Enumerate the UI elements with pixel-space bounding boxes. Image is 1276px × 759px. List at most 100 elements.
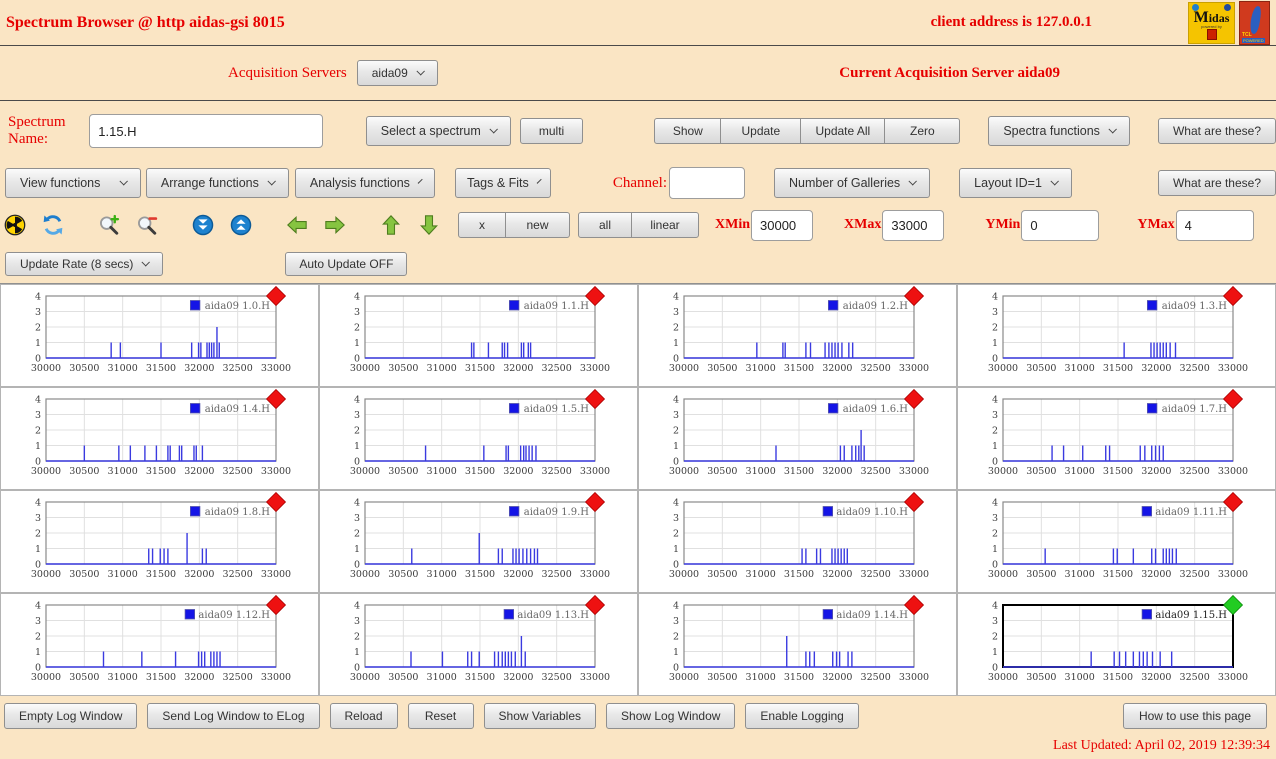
- ymin-label: YMin: [985, 217, 1021, 232]
- gallery-plot-1.12.H[interactable]: 0 1 2 3 4 30000 30500 31000 31500 32000 32500 33000…: [0, 593, 319, 696]
- svg-text:2: 2: [35, 323, 41, 334]
- new-button[interactable]: new: [505, 212, 570, 238]
- svg-text:32000: 32000: [503, 466, 533, 477]
- spectrum-name-input[interactable]: [89, 114, 323, 148]
- svg-text:3: 3: [673, 307, 679, 318]
- gallery-plot-1.8.H[interactable]: 0 1 2 3 4 30000 30500 31000 31500 32000 32500 33000…: [0, 490, 319, 593]
- svg-text:33000: 33000: [899, 569, 929, 580]
- svg-text:30500: 30500: [69, 672, 99, 683]
- chevron-down-icon: [1108, 124, 1117, 134]
- update-button[interactable]: Update: [720, 118, 802, 144]
- gallery-plot-1.10.H[interactable]: 0 1 2 3 4 30000 30500 31000 31500 32000 32500 33000…: [638, 490, 957, 593]
- channel-input[interactable]: [669, 167, 746, 199]
- layout-id-dropdown[interactable]: Layout ID=1: [959, 168, 1072, 198]
- svg-text:31500: 31500: [465, 466, 495, 477]
- svg-text:1: 1: [673, 441, 679, 452]
- all-button[interactable]: all: [578, 212, 632, 238]
- ymax-input[interactable]: [1175, 209, 1254, 241]
- zoom-in-icon[interactable]: [98, 214, 120, 236]
- show-variables-button[interactable]: Show Variables: [483, 703, 597, 729]
- arrow-right-icon[interactable]: [324, 214, 346, 236]
- chevron-down-icon: [416, 66, 425, 76]
- gallery-plot-1.14.H[interactable]: 0 1 2 3 4 30000 30500 31000 31500 32000 32500 33000…: [638, 593, 957, 696]
- gallery-plot-1.6.H[interactable]: 0 1 2 3 4 30000 30500 31000 31500 32000 32500 33000…: [638, 387, 957, 490]
- refresh-icon[interactable]: [42, 214, 64, 236]
- enable-logging-button[interactable]: Enable Logging: [745, 703, 859, 729]
- svg-text:31500: 31500: [146, 466, 176, 477]
- svg-text:1: 1: [354, 544, 360, 555]
- double-arrow-down-icon[interactable]: [192, 214, 214, 236]
- gallery-plot-1.0.H[interactable]: 0 1 2 3 4 30000 30500 31000 31500 32000 32500 33000…: [0, 284, 319, 387]
- svg-text:aida09 1.2.H: aida09 1.2.H: [843, 301, 909, 312]
- arrow-left-icon[interactable]: [286, 214, 308, 236]
- acquisition-server-select[interactable]: aida09: [356, 60, 438, 86]
- xmax-input[interactable]: [882, 209, 945, 241]
- how-to-use-button[interactable]: How to use this page: [1123, 703, 1267, 729]
- svg-text:0: 0: [35, 663, 41, 674]
- what-are-these-button-2[interactable]: What are these?: [1157, 170, 1276, 196]
- gallery-plot-1.5.H[interactable]: 0 1 2 3 4 30000 30500 31000 31500 32000 32500 33000…: [319, 387, 638, 490]
- xmin-input[interactable]: [751, 209, 813, 241]
- show-button[interactable]: Show: [654, 118, 722, 144]
- empty-log-window-button[interactable]: Empty Log Window: [4, 703, 138, 729]
- svg-text:32000: 32000: [1141, 569, 1171, 580]
- chevron-down-icon: [119, 176, 128, 186]
- view-functions-label: View functions: [20, 176, 101, 190]
- svg-text:3: 3: [354, 410, 360, 421]
- gallery-plot-1.13.H[interactable]: 0 1 2 3 4 30000 30500 31000 31500 32000 32500 33000…: [319, 593, 638, 696]
- spectra-functions-dropdown[interactable]: Spectra functions: [988, 116, 1130, 146]
- svg-text:30000: 30000: [988, 672, 1018, 683]
- x-axis-button[interactable]: x: [458, 212, 506, 238]
- arrow-up-icon[interactable]: [380, 214, 402, 236]
- ymin-input[interactable]: [1021, 209, 1100, 241]
- gallery-plot-1.9.H[interactable]: 0 1 2 3 4 30000 30500 31000 31500 32000 32500 33000…: [319, 490, 638, 593]
- svg-text:3: 3: [354, 616, 360, 627]
- select-a-spectrum-dropdown[interactable]: Select a spectrum: [365, 116, 511, 146]
- analysis-functions-dropdown[interactable]: Analysis functions: [294, 168, 435, 198]
- arrow-down-icon[interactable]: [418, 214, 440, 236]
- svg-text:2: 2: [35, 529, 41, 540]
- number-of-galleries-dropdown[interactable]: Number of Galleries: [774, 168, 931, 198]
- update-all-button[interactable]: Update All: [800, 118, 886, 144]
- svg-text:31500: 31500: [465, 363, 495, 374]
- radiation-icon[interactable]: [4, 214, 26, 236]
- view-functions-dropdown[interactable]: View functions: [5, 168, 141, 198]
- svg-text:32000: 32000: [503, 363, 533, 374]
- svg-text:30000: 30000: [669, 466, 699, 477]
- svg-text:31000: 31000: [1065, 363, 1095, 374]
- zero-button[interactable]: Zero: [884, 118, 961, 144]
- double-arrow-up-icon[interactable]: [230, 214, 252, 236]
- svg-text:32500: 32500: [861, 363, 891, 374]
- gallery-plot-1.2.H[interactable]: 0 1 2 3 4 30000 30500 31000 31500 32000 32500 33000…: [638, 284, 957, 387]
- multi-button[interactable]: multi: [519, 118, 584, 144]
- svg-text:aida09 1.8.H: aida09 1.8.H: [205, 507, 271, 518]
- channel-label: Channel:: [612, 174, 668, 191]
- gallery-plot-1.3.H[interactable]: 0 1 2 3 4 30000 30500 31000 31500 32000 32500 33000…: [957, 284, 1276, 387]
- update-rate-dropdown[interactable]: Update Rate (8 secs): [5, 252, 164, 276]
- svg-text:aida09 1.4.H: aida09 1.4.H: [205, 404, 271, 415]
- linear-button[interactable]: linear: [631, 212, 699, 238]
- arrange-functions-dropdown[interactable]: Arrange functions: [145, 168, 289, 198]
- send-log-window-to-elog-button[interactable]: Send Log Window to ELog: [147, 703, 320, 729]
- reload-button[interactable]: Reload: [329, 703, 398, 729]
- svg-text:30500: 30500: [69, 466, 99, 477]
- what-are-these-button-1[interactable]: What are these?: [1157, 118, 1276, 144]
- reset-button[interactable]: Reset: [407, 703, 474, 729]
- page-title: Spectrum Browser @ http aidas-gsi 8015: [6, 13, 285, 31]
- update-rate-label: Update Rate (8 secs): [20, 257, 134, 271]
- gallery-plot-1.1.H[interactable]: 0 1 2 3 4 30000 30500 31000 31500 32000 32500 33000…: [319, 284, 638, 387]
- svg-text:30500: 30500: [388, 466, 418, 477]
- gallery-plot-1.4.H[interactable]: 0 1 2 3 4 30000 30500 31000 31500 32000 32500 33000…: [0, 387, 319, 490]
- svg-text:0: 0: [354, 354, 360, 365]
- gallery-plot-1.11.H[interactable]: 0 1 2 3 4 30000 30500 31000 31500 32000 32500 33000…: [957, 490, 1276, 593]
- gallery-plot-1.7.H[interactable]: 0 1 2 3 4 30000 30500 31000 31500 32000 32500 33000…: [957, 387, 1276, 490]
- zoom-out-icon[interactable]: [136, 214, 158, 236]
- spectra-functions-label: Spectra functions: [1003, 124, 1100, 138]
- auto-update-button[interactable]: Auto Update OFF: [285, 252, 408, 276]
- tags-fits-dropdown[interactable]: Tags & Fits: [454, 168, 551, 198]
- svg-text:31500: 31500: [1103, 672, 1133, 683]
- svg-text:31000: 31000: [746, 363, 776, 374]
- functions-row: View functions Arrange functions Analysi…: [0, 161, 1276, 205]
- show-log-window-button[interactable]: Show Log Window: [606, 703, 736, 729]
- gallery-plot-1.15.H[interactable]: 0 1 2 3 4 30000 30500 31000 31500 32000 32500 33000…: [957, 593, 1276, 696]
